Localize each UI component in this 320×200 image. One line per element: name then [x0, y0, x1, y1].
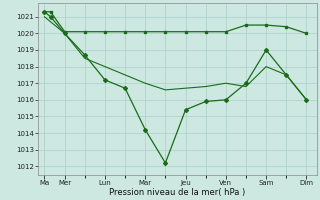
X-axis label: Pression niveau de la mer( hPa ): Pression niveau de la mer( hPa )	[109, 188, 246, 197]
